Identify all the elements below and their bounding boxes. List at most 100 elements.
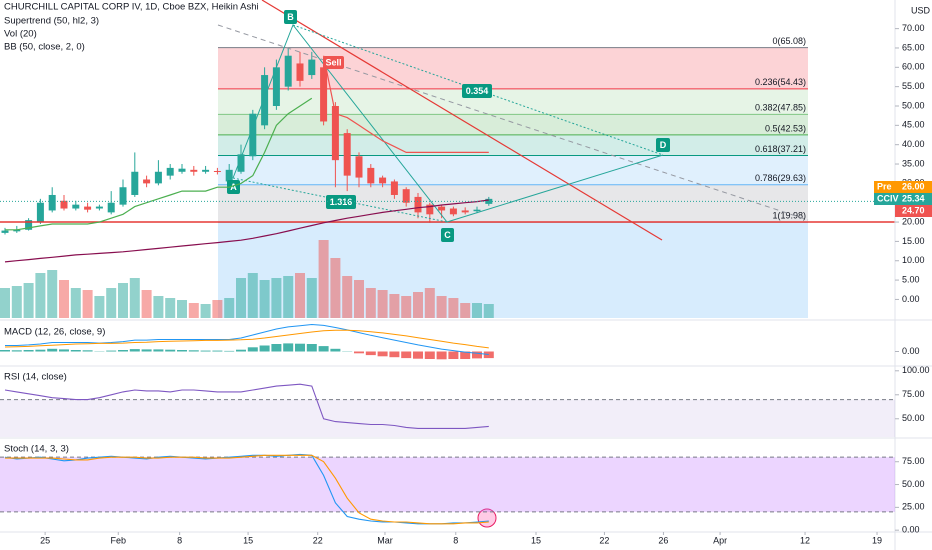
candle-body	[449, 208, 457, 215]
candle-body	[379, 177, 387, 184]
histogram-bar	[11, 350, 22, 352]
histogram-bar	[472, 351, 482, 359]
pane-title: MACD (12, 26, close, 9)	[4, 327, 105, 338]
histogram-bar	[247, 347, 258, 352]
signal-label: Sell	[325, 57, 341, 67]
candle-body	[95, 206, 103, 209]
volume-bar	[306, 278, 317, 318]
fib-label: 0.382(47.85)	[755, 103, 806, 113]
volume-bar	[129, 278, 140, 318]
volume-bar	[436, 296, 447, 318]
candle-body	[296, 63, 304, 81]
candle-body	[414, 196, 422, 213]
fib-zone	[218, 88, 808, 115]
volume-bar	[377, 290, 388, 318]
volume-bar	[472, 303, 482, 318]
pattern-label: A	[230, 182, 237, 192]
volume-bar	[70, 288, 81, 318]
candle-body	[107, 202, 115, 213]
trend-line	[217, 24, 809, 221]
indicator-line	[5, 97, 313, 231]
candle-body	[60, 200, 68, 209]
volume-bar	[59, 280, 69, 318]
candle-body	[438, 206, 446, 211]
candle-body	[178, 168, 186, 172]
histogram-bar	[318, 346, 329, 352]
band	[0, 399, 895, 437]
range-zone	[218, 222, 808, 318]
volume-bar	[318, 240, 329, 318]
volume-bar	[283, 276, 294, 318]
y-tick-label: 50.00	[902, 479, 925, 489]
candle-body	[249, 113, 257, 157]
volume-bar	[94, 296, 105, 318]
candle-body	[237, 154, 245, 172]
pattern-label: B	[287, 12, 294, 22]
x-tick-label: 12	[800, 535, 810, 545]
x-tick-label: Feb	[111, 535, 127, 545]
histogram-bar	[212, 350, 223, 352]
candle-body	[202, 169, 210, 172]
histogram-bar	[106, 350, 117, 352]
histogram-bar	[259, 345, 270, 352]
ratio-box	[462, 84, 492, 98]
indicator-line	[4, 329, 489, 349]
volume-bar	[483, 304, 494, 318]
candle-body	[473, 209, 481, 212]
indicator-label: Supertrend (50, hl2, 3)	[4, 16, 99, 27]
candle-body	[261, 75, 269, 126]
x-tick-label: 8	[177, 535, 182, 545]
label-box	[227, 180, 240, 194]
histogram-bar	[35, 349, 46, 352]
candle-body	[320, 67, 328, 122]
y-tick-label: 35.00	[902, 158, 925, 168]
price-badge	[874, 193, 932, 205]
candle-body	[72, 204, 80, 209]
candle-body	[390, 181, 398, 195]
y-tick-label: 0.00	[902, 294, 920, 304]
y-tick-label: 10.00	[902, 255, 925, 265]
candle-body	[213, 170, 221, 172]
y-tick-label: 55.00	[902, 81, 925, 91]
indicator-label: BB (50, close, 2, 0)	[4, 42, 85, 53]
volume-bar	[259, 280, 270, 318]
volume-bar	[188, 303, 199, 318]
y-tick-label: 0.00	[902, 346, 920, 356]
volume-bar	[460, 303, 471, 318]
histogram-bar	[330, 348, 341, 352]
histogram-bar	[236, 349, 246, 352]
x-tick-label: 19	[872, 535, 882, 545]
volume-bar	[330, 258, 341, 318]
volume-bar	[389, 294, 400, 318]
volume-bar	[247, 273, 258, 318]
candle-body	[190, 169, 198, 172]
signal-box	[323, 56, 344, 69]
histogram-bar	[141, 349, 152, 352]
x-tick-label: 15	[243, 535, 253, 545]
x-tick-label: 22	[599, 535, 609, 545]
candle-body	[343, 133, 351, 176]
ratio-box	[326, 195, 356, 209]
histogram-bar	[47, 348, 58, 352]
x-tick-label: 8	[453, 535, 458, 545]
x-tick-label: Apr	[713, 535, 727, 545]
volume-bar	[177, 300, 187, 318]
y-tick-label: 5.00	[902, 274, 920, 284]
fib-zone	[218, 184, 808, 223]
indicator-line	[4, 383, 489, 429]
histogram-bar	[59, 349, 69, 352]
indicator-label: Vol (20)	[4, 29, 37, 40]
band	[0, 457, 895, 512]
candle-body	[284, 55, 292, 87]
fib-label: 0.5(42.53)	[765, 123, 806, 133]
candle-body	[143, 179, 151, 184]
y-tick-label: 60.00	[902, 62, 925, 72]
fib-zone	[218, 155, 808, 185]
fib-label: 0.236(54.43)	[755, 77, 806, 87]
histogram-bar	[200, 350, 211, 352]
pattern-line	[232, 24, 664, 223]
main-pane	[1, 47, 493, 235]
y-tick-label: 0.00	[902, 525, 920, 535]
volume-bar	[165, 298, 176, 318]
legend: CHURCHILL CAPITAL CORP IV, 1D, Cboe BZX,…	[4, 2, 259, 53]
